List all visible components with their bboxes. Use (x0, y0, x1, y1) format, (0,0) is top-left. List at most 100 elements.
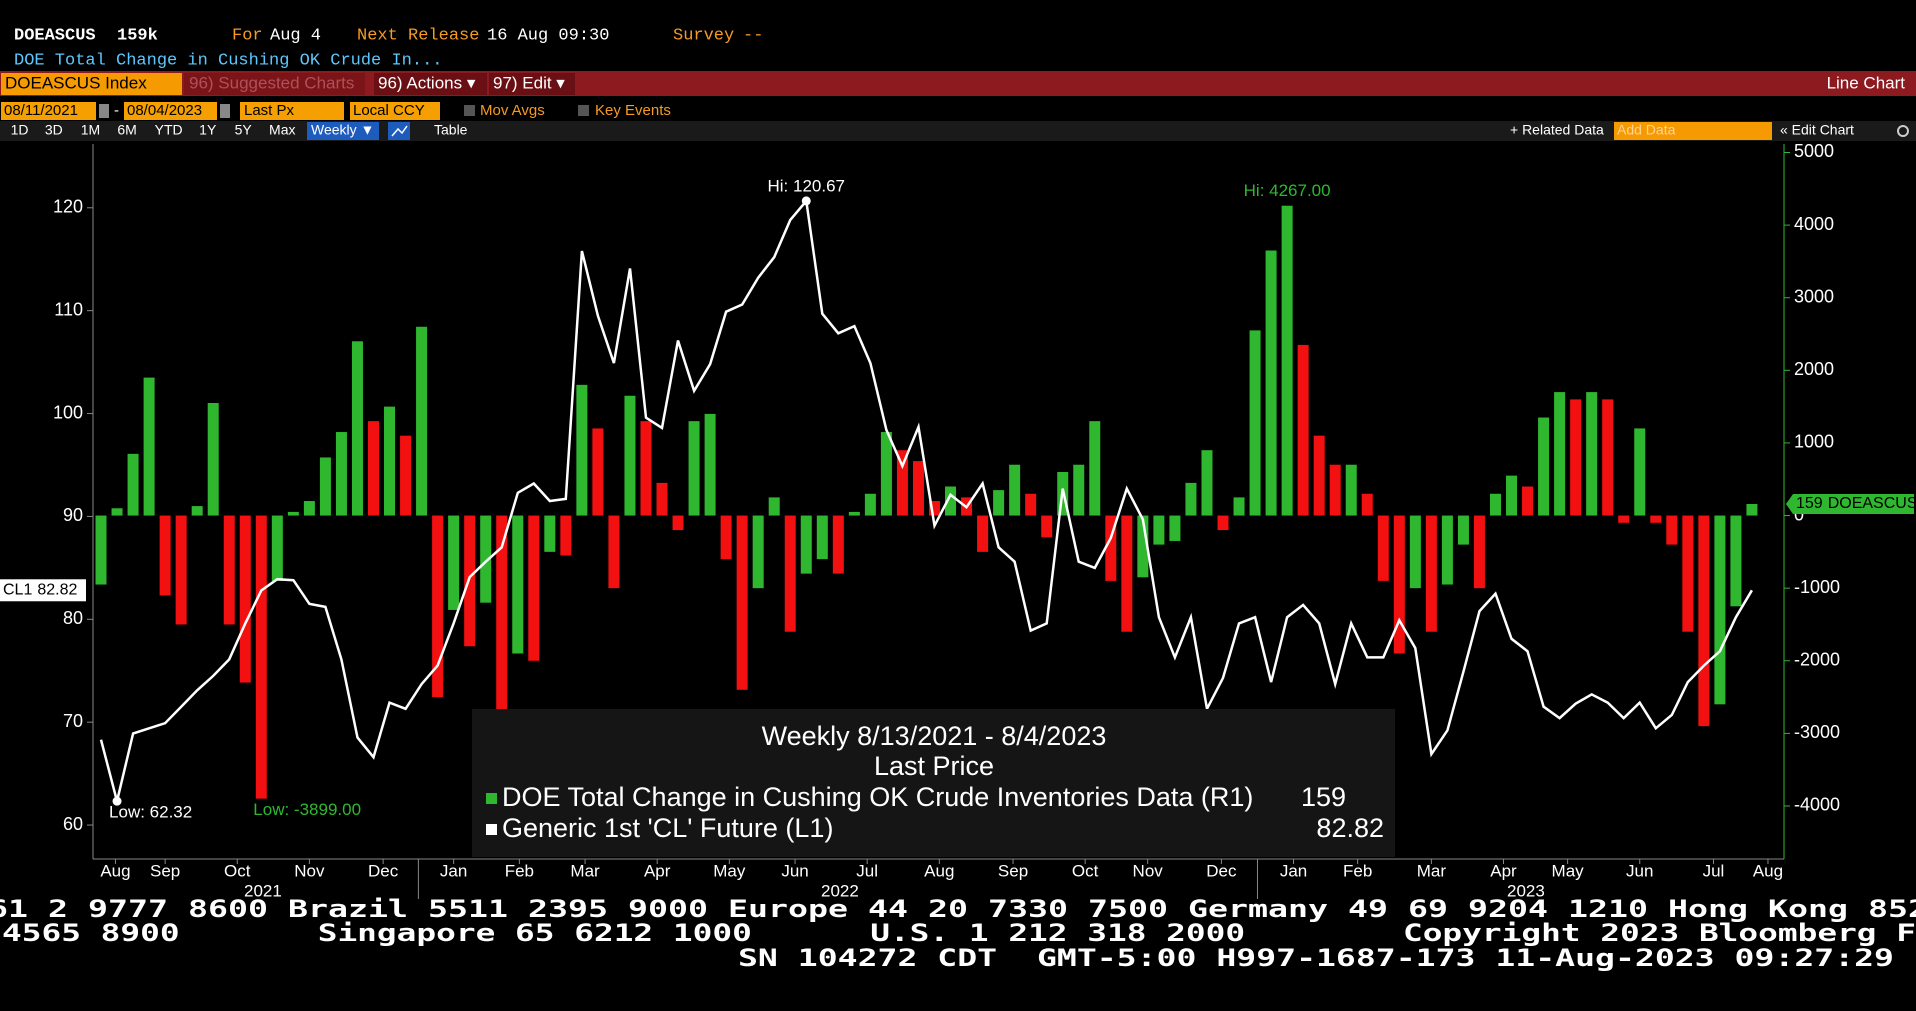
field-box[interactable] (240, 102, 344, 120)
next-value: 16 Aug 09:30 (487, 26, 609, 45)
start-date[interactable]: 08/11/2021 (4, 102, 78, 119)
bar (255, 515, 267, 799)
x-tick-label: Sep (998, 861, 1028, 880)
start-box[interactable] (1, 102, 96, 120)
bar (1602, 399, 1614, 516)
bar (1025, 493, 1037, 516)
bar (1329, 464, 1341, 516)
bar (1169, 515, 1181, 541)
period-button[interactable]: YTD (155, 122, 183, 138)
period-button[interactable]: 1M (81, 122, 100, 138)
x-tick-label: May (1552, 861, 1585, 880)
bar (239, 515, 251, 683)
bar (1538, 417, 1550, 516)
x-tick-label: Aug (924, 861, 954, 880)
x-tick-label: Jun (781, 861, 808, 880)
bar (400, 435, 412, 516)
security-box[interactable] (1, 73, 182, 95)
y-tick-label: 90 (63, 505, 83, 525)
actions[interactable]: 96) Actions ▾ (378, 73, 476, 92)
calendar-icon[interactable] (99, 104, 109, 118)
y-tick-label: 60 (63, 814, 83, 834)
bar (1393, 515, 1405, 654)
x-tick-label: Dec (368, 861, 399, 880)
bar (1201, 450, 1213, 516)
end-box[interactable] (124, 102, 217, 120)
table[interactable]: Table (434, 122, 468, 138)
bar (1041, 515, 1053, 538)
bar (1746, 504, 1758, 516)
x-tick-label: Jan (1280, 861, 1307, 880)
field[interactable]: Last Px (244, 102, 295, 119)
calendar-icon[interactable] (220, 104, 230, 118)
line (99, 197, 1753, 802)
bar (1105, 515, 1117, 581)
y-tick-label: 70 (63, 711, 83, 731)
x-tick-label: Dec (1206, 861, 1237, 880)
bar (1714, 515, 1726, 705)
bar (127, 453, 139, 516)
mov-avgs[interactable]: Mov Avgs (480, 102, 545, 119)
low-label: Low: 62.32 (109, 803, 192, 822)
frequency-box[interactable] (307, 122, 379, 140)
bar (1425, 515, 1437, 632)
checkbox[interactable] (464, 105, 475, 116)
y-tick-label: 100 (53, 402, 83, 422)
legend-title: Weekly 8/13/2021 - 8/4/2023 (762, 721, 1107, 751)
bar (688, 421, 700, 516)
bar (1265, 250, 1277, 516)
actions-box[interactable] (374, 73, 487, 95)
related-data[interactable]: + Related Data (1510, 122, 1604, 138)
y-tick-label: 110 (54, 299, 83, 319)
period-button[interactable]: 5Y (235, 122, 253, 138)
bar (1634, 428, 1646, 516)
hi-point (801, 196, 811, 206)
bar (720, 515, 732, 560)
bar (896, 450, 908, 516)
bar (880, 432, 892, 516)
next-label: Next Release (357, 26, 479, 45)
currency[interactable]: Local CCY (353, 102, 425, 119)
x-tick-label: Sep (150, 861, 180, 880)
bar (191, 506, 203, 516)
bar (640, 421, 652, 516)
currency-box[interactable] (350, 102, 440, 120)
legend-swatch (486, 793, 497, 804)
key-events[interactable]: Key Events (595, 102, 671, 119)
bar (736, 515, 748, 690)
add-data[interactable]: Add Data (1617, 122, 1676, 138)
bar (1698, 515, 1710, 727)
x-tick-label: Nov (294, 861, 325, 880)
suggested[interactable]: 96) Suggested Charts (189, 73, 354, 92)
y2-tick-label: -2000 (1794, 650, 1840, 670)
gear-icon[interactable] (1897, 125, 1909, 137)
period-button[interactable]: Max (269, 122, 295, 138)
legend-swatch (486, 824, 497, 835)
bar (1249, 330, 1261, 516)
bar (704, 413, 716, 516)
bar (223, 515, 235, 625)
frequency[interactable]: Weekly ▼ (311, 122, 374, 138)
chart-icon-glyph (391, 125, 408, 137)
security[interactable]: DOEASCUS Index (5, 73, 147, 92)
edit-chart[interactable]: « Edit Chart (1780, 122, 1854, 138)
bar (207, 403, 219, 516)
add-data-box[interactable] (1614, 122, 1772, 140)
suggested-box[interactable] (184, 73, 365, 95)
low-point (112, 796, 122, 806)
period-button[interactable]: 1D (11, 122, 29, 138)
bar (111, 508, 123, 516)
edit-box[interactable] (489, 73, 575, 95)
period-button[interactable]: 1Y (199, 122, 217, 138)
end-date[interactable]: 08/04/2023 (127, 102, 202, 119)
period-button[interactable]: 3D (45, 122, 63, 138)
last-tag (0, 579, 86, 602)
bar (1586, 392, 1598, 516)
chart: 60 70 80 90 100 110 120 -4000 -3000 -2000 -1000 0 10… (0, 141, 1916, 900)
x-tick-label: Nov (1133, 861, 1164, 880)
chart-type[interactable]: Line Chart (1827, 73, 1906, 92)
checkbox[interactable] (578, 105, 589, 116)
edit[interactable]: 97) Edit ▾ (493, 73, 565, 92)
period-button[interactable]: 6M (117, 122, 136, 138)
x-tick-label: Jun (1626, 861, 1653, 880)
